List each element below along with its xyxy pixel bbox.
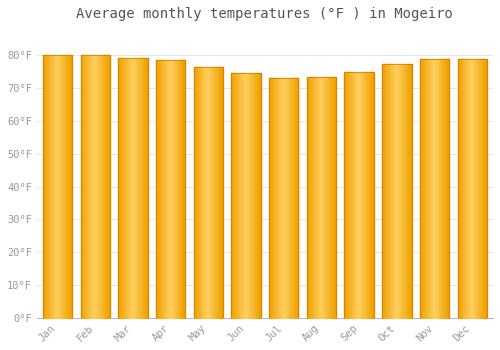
Bar [194, 67, 223, 318]
Bar [232, 74, 261, 318]
Bar [458, 58, 487, 318]
Bar [43, 55, 72, 318]
Bar [269, 78, 298, 318]
Bar [382, 63, 412, 318]
Bar [156, 60, 186, 318]
Bar [420, 58, 450, 318]
Bar [118, 58, 148, 318]
Bar [344, 72, 374, 318]
Bar [307, 77, 336, 318]
Title: Average monthly temperatures (°F ) in Mogeiro: Average monthly temperatures (°F ) in Mo… [76, 7, 454, 21]
Bar [80, 55, 110, 318]
